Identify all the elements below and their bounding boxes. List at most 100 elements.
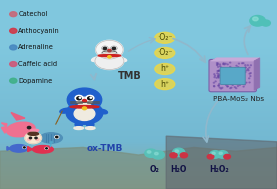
Bar <box>0 29 277 30</box>
Bar <box>0 6 277 7</box>
Circle shape <box>212 152 215 154</box>
Bar <box>0 49 277 50</box>
Bar <box>0 164 277 165</box>
Bar <box>0 75 277 76</box>
Bar <box>0 135 277 136</box>
Bar <box>0 115 277 116</box>
Bar <box>0 174 277 175</box>
Polygon shape <box>11 112 25 120</box>
Circle shape <box>83 107 86 110</box>
Bar <box>0 148 277 149</box>
Circle shape <box>75 95 83 101</box>
Polygon shape <box>7 146 11 150</box>
Bar <box>0 23 277 24</box>
Bar <box>0 151 277 152</box>
Bar <box>0 10 277 11</box>
Circle shape <box>235 79 236 80</box>
Circle shape <box>152 151 164 159</box>
Circle shape <box>36 138 39 141</box>
Bar <box>0 126 277 127</box>
Circle shape <box>101 46 108 51</box>
Bar <box>0 44 277 45</box>
Circle shape <box>224 72 225 73</box>
Circle shape <box>230 62 231 63</box>
Polygon shape <box>166 136 277 189</box>
Circle shape <box>239 76 240 77</box>
Circle shape <box>217 64 218 65</box>
Bar <box>0 59 277 60</box>
Circle shape <box>240 73 241 74</box>
Circle shape <box>245 65 246 66</box>
Polygon shape <box>0 147 277 189</box>
Bar <box>0 180 277 181</box>
Bar <box>0 48 277 49</box>
Bar <box>0 56 277 57</box>
Bar <box>0 33 277 34</box>
Circle shape <box>88 97 92 100</box>
Circle shape <box>220 88 222 89</box>
Circle shape <box>243 71 244 72</box>
Circle shape <box>220 67 222 68</box>
Bar <box>0 65 277 66</box>
Bar <box>0 147 277 148</box>
Circle shape <box>90 97 92 98</box>
Circle shape <box>227 86 228 87</box>
Polygon shape <box>211 58 260 61</box>
Circle shape <box>231 81 232 82</box>
Polygon shape <box>1 123 7 133</box>
Circle shape <box>45 147 48 149</box>
Bar <box>0 166 277 167</box>
Bar <box>0 93 277 94</box>
Bar <box>0 171 277 172</box>
Circle shape <box>248 70 249 71</box>
Circle shape <box>207 154 214 159</box>
Bar <box>0 168 277 169</box>
Circle shape <box>29 137 32 139</box>
Bar <box>0 21 277 22</box>
Ellipse shape <box>50 142 53 143</box>
Circle shape <box>250 15 265 26</box>
Circle shape <box>223 63 224 64</box>
Bar <box>0 128 277 129</box>
Circle shape <box>145 149 157 157</box>
Circle shape <box>224 75 225 76</box>
Circle shape <box>224 154 230 159</box>
Ellipse shape <box>10 145 28 152</box>
Circle shape <box>218 85 219 86</box>
Ellipse shape <box>74 107 95 120</box>
Bar <box>0 73 277 74</box>
Bar <box>0 77 277 78</box>
Bar <box>0 42 277 43</box>
Ellipse shape <box>70 105 99 108</box>
Circle shape <box>67 88 102 112</box>
Bar <box>0 104 277 105</box>
Bar <box>0 94 277 95</box>
Bar <box>0 66 277 67</box>
Text: h⁺: h⁺ <box>160 80 169 89</box>
Bar <box>0 47 277 48</box>
Circle shape <box>230 78 231 79</box>
Bar <box>0 50 277 51</box>
Bar <box>0 112 277 113</box>
Bar <box>0 102 277 103</box>
Bar <box>0 118 277 119</box>
Bar <box>0 169 277 170</box>
Bar <box>0 176 277 177</box>
Circle shape <box>217 73 218 74</box>
Circle shape <box>79 97 81 98</box>
Circle shape <box>235 68 236 69</box>
Bar <box>0 131 277 132</box>
Bar <box>0 2 277 3</box>
Circle shape <box>241 76 242 77</box>
Bar <box>0 85 277 86</box>
Circle shape <box>249 67 250 68</box>
Bar <box>0 101 277 102</box>
Bar <box>0 155 277 156</box>
Ellipse shape <box>77 114 92 118</box>
Circle shape <box>170 153 177 158</box>
Bar <box>0 16 277 17</box>
Bar <box>0 149 277 150</box>
Bar <box>0 17 277 18</box>
Bar <box>0 52 277 53</box>
Bar <box>0 14 277 15</box>
